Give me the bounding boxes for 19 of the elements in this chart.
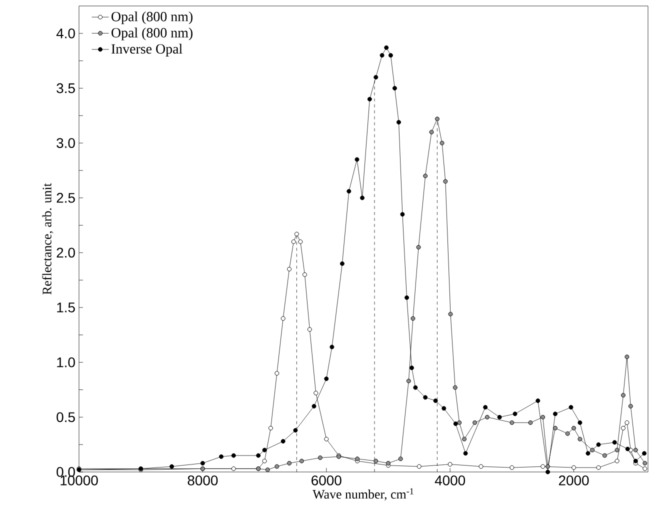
- x-tick-label: 8000: [188, 475, 218, 486]
- legend-label: Opal (800 nm): [112, 28, 192, 40]
- legend-label: Opal (800 nm): [112, 11, 192, 24]
- y-tick-label: 1.5: [57, 302, 75, 312]
- y-tick-label: 1.0: [57, 357, 75, 368]
- legend-label: Inverse Opal: [111, 44, 182, 56]
- x-tick-label: 6000: [312, 475, 342, 486]
- x-axis-title: Wave number, cm$^{-1}$: [312, 488, 414, 501]
- y-tick-label: 3.0: [56, 138, 75, 148]
- y-tick-label: 4.0: [56, 28, 75, 38]
- y-tick-label: 0.0: [56, 467, 75, 477]
- y-tick-label: 0.5: [56, 412, 75, 422]
- y-tick-label: 2.0: [56, 248, 75, 258]
- x-tick-label: 2000: [558, 475, 589, 486]
- x-tick-label: 4000: [434, 475, 466, 486]
- y-axis-title: Reflectance, arb. unit: [42, 183, 54, 295]
- y-tick-label: 3.5: [56, 83, 75, 94]
- y-tick-label: 2.5: [56, 192, 75, 203]
- x-tick-label: 10000: [60, 475, 98, 486]
